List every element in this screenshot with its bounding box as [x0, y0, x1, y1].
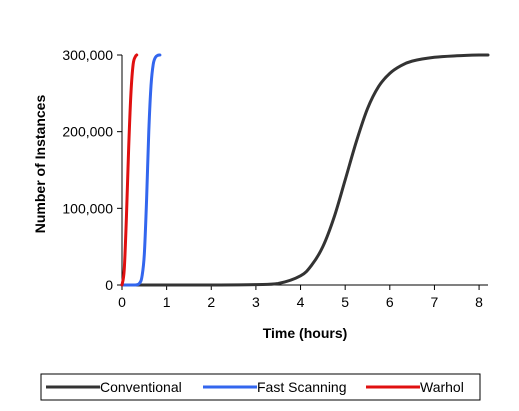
series-lines [120, 53, 490, 287]
x-tick-label: 4 [297, 294, 305, 310]
legend: Conventional Fast Scanning Warhol [46, 379, 464, 395]
series-line-fast-scanning [120, 53, 162, 287]
y-tick-label: 100,000 [62, 200, 113, 216]
y-tick-label: 200,000 [62, 124, 113, 140]
series-line-conventional [120, 53, 490, 287]
legend-label-conventional: Conventional [100, 379, 182, 395]
x-tick-label: 1 [163, 294, 171, 310]
x-tick-label: 3 [252, 294, 260, 310]
y-axis-ticks: 0 100,000 200,000 300,000 [62, 47, 122, 293]
y-tick-label: 0 [105, 277, 113, 293]
x-tick-label: 6 [386, 294, 394, 310]
x-tick-label: 2 [207, 294, 215, 310]
y-tick-label: 300,000 [62, 47, 113, 63]
x-axis-title: Time (hours) [263, 325, 348, 341]
y-axis-title-group: Number of Instances [32, 95, 48, 234]
legend-label-fast-scanning: Fast Scanning [257, 379, 347, 395]
x-tick-label: 7 [431, 294, 439, 310]
series-line-warhol [120, 53, 139, 287]
legend-label-warhol: Warhol [420, 379, 464, 395]
x-tick-label: 8 [475, 294, 483, 310]
x-axis-ticks: 0 1 2 3 4 5 6 7 8 [118, 285, 483, 310]
y-axis-title: Number of Instances [32, 95, 48, 234]
x-tick-label: 5 [341, 294, 349, 310]
x-tick-label: 0 [118, 294, 126, 310]
